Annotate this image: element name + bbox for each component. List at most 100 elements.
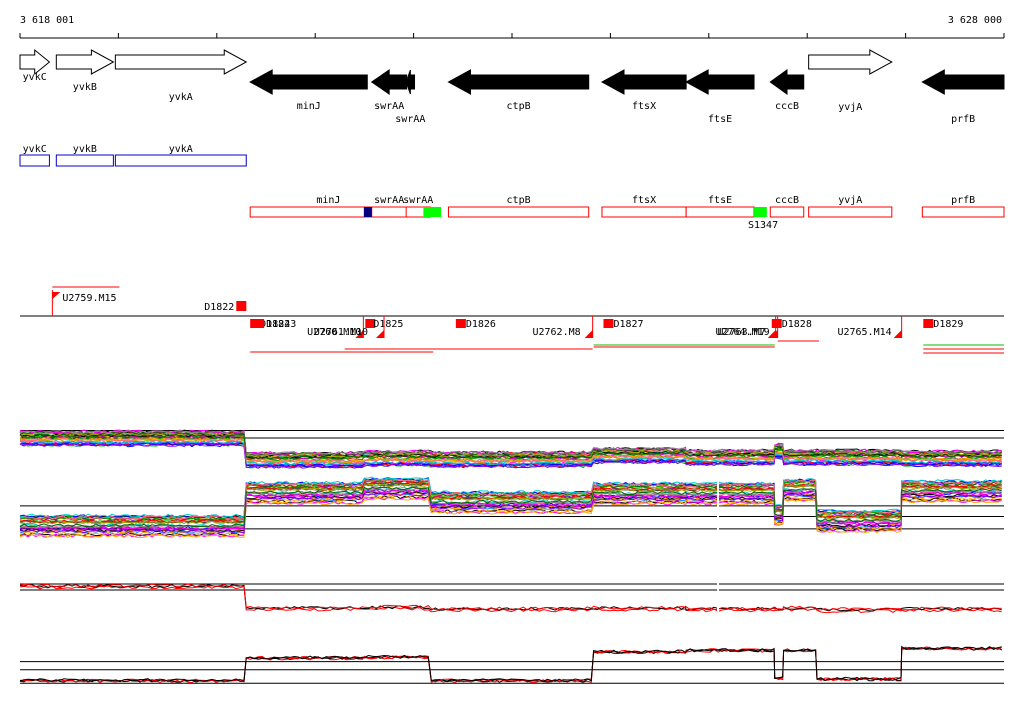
feature-label: U2764.M19 <box>715 327 769 338</box>
red-region-label: swrAA <box>374 195 404 206</box>
gene-arrow <box>114 49 248 75</box>
expression-profile-line <box>19 433 1002 460</box>
expression-profile-line <box>19 440 1002 466</box>
red-track-mark <box>423 207 442 217</box>
gene-label: yvkB <box>73 82 97 93</box>
feature-label: U2762.M8 <box>532 327 580 338</box>
gene-label: yvkA <box>169 92 193 103</box>
feature-marker <box>455 319 466 328</box>
feature-label: D1823 <box>266 319 296 330</box>
expression-profile-line <box>19 482 1002 524</box>
gene-label: minJ <box>297 101 321 112</box>
expression-profile-line <box>19 646 1002 684</box>
expression-panel-1 <box>19 429 1004 469</box>
gene-arrow <box>921 69 1005 95</box>
expression-profile-line <box>19 583 1002 611</box>
expression-panel-2 <box>19 476 1004 539</box>
feature-flag-icon <box>893 330 902 338</box>
gene-arrow <box>55 49 115 75</box>
expression-profile-line <box>19 497 1002 539</box>
feature-label: D1825 <box>373 319 403 330</box>
red-region-label: minJ <box>316 195 340 206</box>
expression-profile-line <box>19 646 1002 683</box>
ruler-end-label: 3 628 000 <box>948 15 1002 26</box>
expression-profile-line <box>19 437 1002 464</box>
gene-label: prfB <box>951 114 975 125</box>
feature-label: D1824 <box>260 319 290 330</box>
gene-label: swrAA <box>374 101 404 112</box>
expression-profile-line <box>19 443 1002 469</box>
expression-profile-line <box>19 486 1002 528</box>
expression-profile-line <box>19 476 1002 518</box>
gene-arrow <box>808 49 893 75</box>
feature-label: D1828 <box>782 319 812 330</box>
feature-marker <box>923 319 934 328</box>
feature-marker <box>771 319 782 328</box>
gene-arrow <box>405 69 416 95</box>
red-region-box <box>601 206 687 218</box>
blue-region-box <box>114 154 247 167</box>
expression-profile-line <box>19 491 1002 534</box>
feature-flag-icon <box>769 330 778 338</box>
expression-profile-line <box>19 479 1002 521</box>
gene-arrow <box>249 69 368 95</box>
red-region-label: yvjA <box>838 195 862 206</box>
blue-annotation-track: yvkC yvkB yvkA <box>19 144 247 167</box>
red-region-box <box>769 206 805 218</box>
expression-profile-line <box>19 645 1002 683</box>
feature-label: U2761.M10 <box>314 327 368 338</box>
feature-label: U2760.M10 <box>307 327 361 338</box>
red-region-label: ctpB <box>507 195 531 206</box>
red-region-label: swrAA <box>403 195 433 206</box>
expression-profile-panels <box>19 429 1004 684</box>
coordinate-ruler: 3 618 001 3 628 000 <box>19 15 1005 39</box>
gene-arrow <box>685 69 755 95</box>
red-track-mark <box>754 207 767 217</box>
feature-flag-icon <box>584 330 593 338</box>
gene-label: yvkC <box>23 72 47 83</box>
gene-annotation-track: yvkC yvkB yvkA minJ swrAA swrAA ctpB ftsX ftsE cc… <box>19 48 1005 125</box>
expression-profile-line <box>19 478 1002 520</box>
feature-marker <box>254 319 265 328</box>
feature-marker <box>236 301 247 311</box>
feature-label: D1827 <box>613 319 643 330</box>
expression-profile-line <box>19 646 1002 683</box>
red-region-box <box>685 206 755 218</box>
feature-flag-icon <box>52 292 61 299</box>
expression-profile-line <box>19 430 1002 456</box>
gene-label: ctpB <box>507 101 531 112</box>
feature-label: D1822 <box>204 302 234 313</box>
blue-region-label: yvkC <box>23 144 47 155</box>
gene-arrow <box>447 69 590 95</box>
red-track-mark <box>363 207 372 217</box>
expression-panel-3 <box>19 583 1004 614</box>
feature-label: U2763.M7 <box>718 327 766 338</box>
red-region-box <box>808 206 893 218</box>
gene-label: swrAA <box>395 114 425 125</box>
expression-profile-line <box>19 489 1002 531</box>
feature-marker <box>603 319 614 328</box>
feature-marker <box>365 319 376 328</box>
blue-region-box <box>19 154 50 167</box>
ruler-ticks <box>19 33 1005 38</box>
feature-label: U2759.M15 <box>62 293 116 304</box>
feature-label: D1829 <box>933 319 963 330</box>
blue-region-box <box>55 154 114 167</box>
ruler-start-label: 3 618 001 <box>20 15 74 26</box>
red-region-label: cccB <box>775 195 799 206</box>
gene-arrow <box>769 69 805 95</box>
gene-arrow <box>370 69 408 95</box>
expression-profile-line <box>19 483 1002 525</box>
blue-region-label: yvkA <box>169 144 193 155</box>
blue-region-label: yvkB <box>73 144 97 155</box>
feature-flag-icon <box>355 330 364 338</box>
red-region-box <box>921 206 1005 218</box>
gene-label: yvjA <box>838 102 862 113</box>
red-region-label: ftsX <box>632 195 656 206</box>
feature-flag-icon <box>376 330 385 338</box>
gene-arrow <box>19 48 51 76</box>
gene-arrow <box>600 69 687 95</box>
